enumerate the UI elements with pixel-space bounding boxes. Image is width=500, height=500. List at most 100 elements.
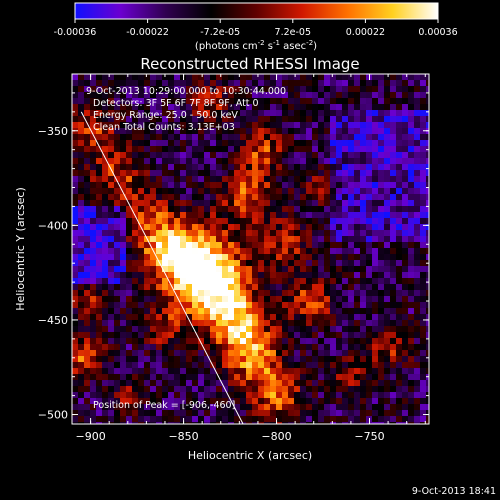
heatmap-cell (174, 320, 181, 327)
heatmap-cell (414, 140, 421, 147)
heatmap-cell (408, 374, 415, 381)
heatmap-cell (90, 368, 97, 375)
heatmap-cell (378, 134, 385, 141)
heatmap-cell (378, 104, 385, 111)
heatmap-cell (180, 308, 187, 315)
heatmap-cell (408, 128, 415, 135)
heatmap-cell (270, 350, 277, 357)
heatmap-cell (324, 344, 331, 351)
heatmap-cell (84, 320, 91, 327)
heatmap-cell (72, 314, 79, 321)
heatmap-cell (108, 98, 115, 105)
heatmap-cell (108, 362, 115, 369)
heatmap-cell (102, 206, 109, 213)
heatmap-cell (78, 374, 85, 381)
heatmap-cell (294, 122, 301, 129)
heatmap-cell (408, 314, 415, 321)
heatmap-cell (258, 404, 265, 411)
heatmap-cell (234, 272, 241, 279)
heatmap-cell (240, 374, 247, 381)
heatmap-cell (426, 368, 429, 375)
heatmap-cell (84, 266, 91, 273)
heatmap-cell (96, 290, 103, 297)
heatmap-cell (264, 260, 271, 267)
heatmap-cell (390, 188, 397, 195)
heatmap-cell (378, 122, 385, 129)
heatmap-cell (114, 116, 121, 123)
heatmap-cell (378, 410, 385, 417)
heatmap-cell (114, 242, 121, 249)
heatmap-cell (228, 92, 235, 99)
heatmap-cell (198, 218, 205, 225)
heatmap-cell (282, 92, 289, 99)
heatmap-cell (198, 146, 205, 153)
heatmap-cell (114, 140, 121, 147)
heatmap-cell (312, 176, 319, 183)
heatmap-cell (78, 284, 85, 291)
heatmap-cell (144, 206, 151, 213)
heatmap-cell (306, 170, 313, 177)
heatmap-cell (174, 350, 181, 357)
heatmap-cell (96, 170, 103, 177)
heatmap-cell (294, 398, 301, 405)
heatmap-cell (354, 356, 361, 363)
heatmap-cell (150, 362, 157, 369)
heatmap-cell (150, 92, 157, 99)
heatmap-cell (294, 110, 301, 117)
heatmap-cell (276, 308, 283, 315)
heatmap-cell (312, 170, 319, 177)
heatmap-cell (162, 86, 169, 93)
heatmap-cell (360, 212, 367, 219)
heatmap-cell (72, 110, 79, 117)
heatmap-cell (216, 386, 223, 393)
heatmap-cell (114, 110, 121, 117)
heatmap-cell (216, 128, 223, 135)
heatmap-cell (186, 182, 193, 189)
heatmap-cell (162, 146, 169, 153)
heatmap-cell (420, 284, 427, 291)
heatmap-cell (192, 182, 199, 189)
heatmap-cell (390, 248, 397, 255)
heatmap-cell (120, 326, 127, 333)
heatmap-cell (384, 386, 391, 393)
heatmap-cell (258, 92, 265, 99)
heatmap-cell (300, 134, 307, 141)
heatmap-cell (108, 284, 115, 291)
heatmap-cell (402, 134, 409, 141)
heatmap-cell (372, 362, 379, 369)
heatmap-cell (198, 398, 205, 405)
heatmap-cell (312, 194, 319, 201)
heatmap-cell (72, 236, 79, 243)
heatmap-cell (204, 392, 211, 399)
heatmap-cell (324, 290, 331, 297)
heatmap-cell (180, 314, 187, 321)
heatmap-cell (336, 410, 343, 417)
heatmap-cell (312, 116, 319, 123)
heatmap-cell (282, 140, 289, 147)
heatmap-cell (180, 122, 187, 129)
heatmap-cell (342, 278, 349, 285)
heatmap-cell (132, 332, 139, 339)
heatmap-cell (78, 290, 85, 297)
heatmap-cell (240, 92, 247, 99)
heatmap-cell (144, 170, 151, 177)
heatmap-cell (162, 308, 169, 315)
heatmap-cell (264, 242, 271, 249)
heatmap-cell (216, 284, 223, 291)
heatmap-cell (252, 368, 259, 375)
heatmap-cell (336, 206, 343, 213)
heatmap-cell (354, 386, 361, 393)
heatmap-cell (294, 182, 301, 189)
heatmap-cell (108, 338, 115, 345)
heatmap-cell (408, 110, 415, 117)
heatmap-cell (72, 410, 79, 417)
heatmap-cell (384, 248, 391, 255)
heatmap-cell (420, 206, 427, 213)
heatmap-cell (240, 320, 247, 327)
heatmap-cell (276, 320, 283, 327)
heatmap-cell (210, 308, 217, 315)
heatmap-cell (72, 86, 79, 93)
heatmap-cell (414, 194, 421, 201)
heatmap-cell (204, 410, 211, 417)
heatmap-cell (306, 374, 313, 381)
